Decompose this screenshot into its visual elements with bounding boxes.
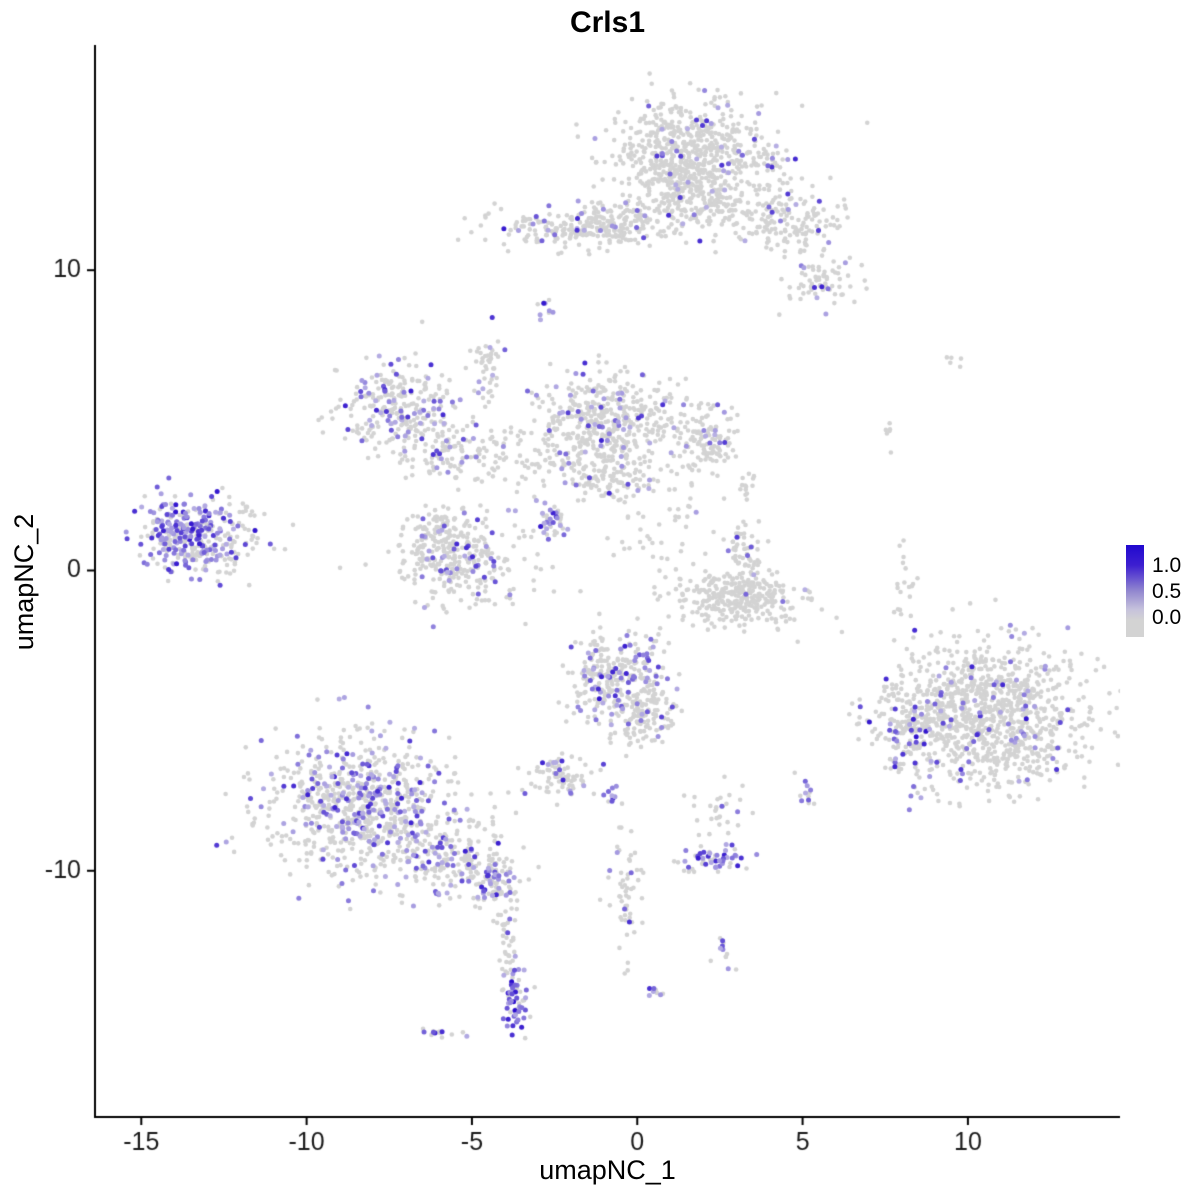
legend-label-high: 1.0 <box>1152 554 1182 577</box>
colorbar-gradient <box>1126 545 1144 637</box>
y-axis-label: umapNC_2 <box>9 513 39 651</box>
legend-label-mid: 0.5 <box>1152 580 1182 603</box>
plot-title: Crls1 <box>569 6 646 39</box>
x-axis-label: umapNC_1 <box>539 1155 676 1185</box>
legend-label-low: 0.0 <box>1152 606 1182 629</box>
colorbar-legend: 1.0 0.5 0.0 <box>1126 545 1200 645</box>
